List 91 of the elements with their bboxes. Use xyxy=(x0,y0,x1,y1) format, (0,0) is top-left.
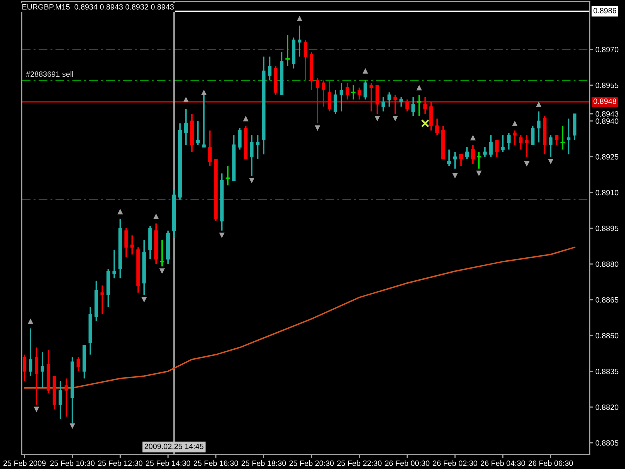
candlestick xyxy=(406,99,410,112)
candlestick xyxy=(64,378,68,418)
candlestick xyxy=(112,249,116,280)
candlestick xyxy=(130,234,134,256)
candlestick xyxy=(382,96,386,112)
candlestick xyxy=(40,352,44,389)
point xyxy=(536,102,542,108)
candlestick xyxy=(208,130,212,168)
point xyxy=(201,90,207,96)
candlestick xyxy=(370,82,374,112)
candlestick xyxy=(537,110,541,144)
candlestick xyxy=(448,149,452,168)
candlestick xyxy=(328,80,332,112)
candlestick xyxy=(495,140,499,158)
point xyxy=(512,120,518,126)
candlestick xyxy=(292,37,296,70)
candlestick xyxy=(424,96,428,115)
candlestick xyxy=(256,134,260,160)
point xyxy=(160,268,166,274)
point xyxy=(314,126,321,132)
point xyxy=(243,116,249,122)
candlestick xyxy=(459,154,464,168)
point xyxy=(249,178,255,184)
point xyxy=(392,116,398,122)
point xyxy=(34,406,40,412)
point xyxy=(362,68,368,74)
candlestick xyxy=(346,82,350,100)
candlestick xyxy=(250,134,254,177)
candlestick xyxy=(304,39,308,82)
candlestick xyxy=(400,96,404,108)
point xyxy=(470,135,476,141)
point xyxy=(421,119,430,128)
candlestick xyxy=(196,120,200,146)
point xyxy=(548,158,554,165)
candlestick xyxy=(268,56,272,82)
candlestick xyxy=(555,134,559,146)
point xyxy=(374,116,380,122)
candlestick xyxy=(573,113,577,141)
candlestick xyxy=(531,125,535,146)
candlestick xyxy=(274,66,278,96)
candlestick xyxy=(513,130,517,146)
point xyxy=(70,424,76,430)
candlestick xyxy=(23,354,27,382)
point xyxy=(476,170,482,176)
candlestick xyxy=(483,146,487,158)
candlestick xyxy=(454,152,458,170)
candlestick xyxy=(489,134,493,158)
candlestick xyxy=(549,134,553,158)
candlestick xyxy=(436,118,440,136)
candlestick xyxy=(358,87,362,100)
candlestick xyxy=(322,80,326,108)
candlestick xyxy=(298,25,302,58)
candlestick xyxy=(465,146,470,160)
candlestick xyxy=(388,92,392,108)
candlestick xyxy=(525,134,529,158)
candlestick xyxy=(58,380,62,420)
point xyxy=(28,318,34,324)
candlestick xyxy=(364,80,368,100)
candlestick xyxy=(501,134,505,153)
candlestick xyxy=(519,134,523,151)
candlestick xyxy=(106,268,110,308)
point xyxy=(154,214,160,220)
point xyxy=(118,209,124,215)
candlestick xyxy=(100,285,104,316)
candlestick xyxy=(430,101,434,132)
candlestick xyxy=(471,144,475,165)
point xyxy=(142,297,148,303)
point xyxy=(297,16,303,22)
candlestick xyxy=(316,78,320,124)
candlestick xyxy=(507,132,511,151)
candlestick xyxy=(376,84,380,115)
point xyxy=(452,173,458,179)
point xyxy=(524,161,530,167)
line-series xyxy=(24,246,576,389)
candlestick xyxy=(184,108,188,146)
candlestick xyxy=(124,228,128,258)
candlestick xyxy=(394,94,398,115)
candlestick xyxy=(334,90,338,115)
candlestick xyxy=(226,166,230,186)
candlestick xyxy=(190,113,194,153)
candlestick xyxy=(28,328,33,378)
candlestick xyxy=(567,118,571,156)
candlestick xyxy=(160,240,164,268)
candlestick xyxy=(477,152,482,170)
point xyxy=(183,96,189,103)
candlestick xyxy=(34,347,39,406)
candlestick xyxy=(340,82,344,112)
candlestick xyxy=(238,128,242,151)
candlestick xyxy=(76,356,80,372)
candlestick xyxy=(412,96,416,118)
candlestick xyxy=(148,225,152,260)
